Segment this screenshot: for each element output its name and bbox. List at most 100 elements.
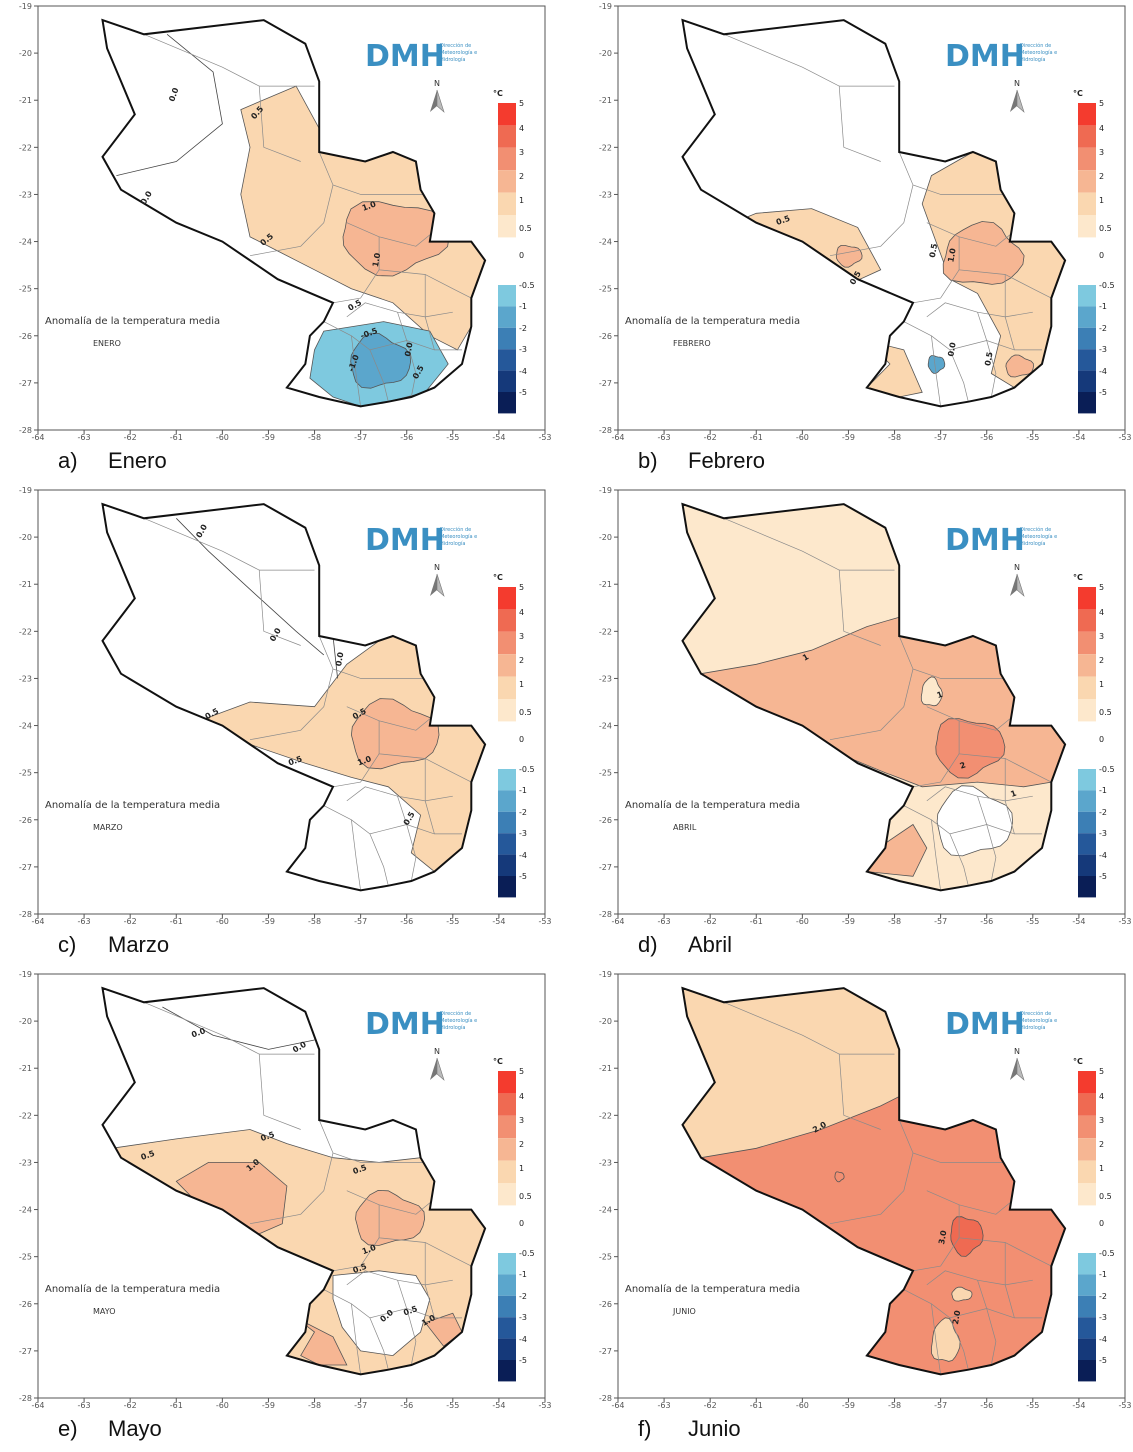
- y-tick-label: -24: [599, 1206, 612, 1215]
- legend-swatch: [498, 285, 516, 307]
- svg-text:N: N: [1014, 563, 1020, 572]
- department-boundary: [986, 824, 997, 882]
- x-tick-label: -63: [78, 433, 91, 440]
- department-boundary: [318, 635, 426, 679]
- legend-label: 5: [519, 99, 524, 108]
- svg-text:N: N: [434, 79, 440, 88]
- legend-label: -4: [519, 851, 527, 860]
- color-legend: °C 5 4 3 2 1 0.5 0 -0.5 -1 -2 -3 -4 -5: [493, 1057, 535, 1382]
- legend-swatch: [498, 811, 516, 834]
- color-legend: °C 5 4 3 2 1 0.5 0 -0.5 -1 -2 -3 -4 -5: [493, 89, 535, 414]
- caption-month: Febrero: [688, 448, 766, 473]
- legend-label: -3: [519, 1313, 527, 1322]
- logo-subtitle: Meteorología e: [440, 533, 477, 540]
- x-tick-label: -55: [1026, 1401, 1039, 1408]
- map-month: ABRIL: [673, 823, 697, 832]
- contour-label: 1: [1009, 789, 1018, 800]
- legend-swatch: [498, 1274, 516, 1296]
- anomaly-map: -64 -63 -62 -61 -60 -59 -58 -57 -56 -55 -54 -53-19-…: [599, 970, 1132, 1408]
- legend-label: -4: [1099, 1335, 1107, 1344]
- department-boundary: [369, 1317, 389, 1370]
- legend-label: 2: [519, 172, 524, 181]
- department-boundary: [346, 1190, 440, 1215]
- legend-label: 4: [1099, 1092, 1104, 1101]
- map-panel-abril: -64 -63 -62 -61 -60 -59 -58 -57 -56 -55 -54 -53 -19-…: [580, 484, 1133, 924]
- x-tick-label: -63: [78, 917, 91, 924]
- logo-text: DMH: [365, 1007, 445, 1042]
- y-tick-label: -23: [19, 1158, 32, 1167]
- map-panel-marzo: -64 -63 -62 -61 -60 -59 -58 -57 -56 -55 -54 -53 -19-…: [0, 484, 553, 924]
- y-tick-label: -27: [19, 863, 32, 872]
- x-tick-label: -58: [888, 917, 901, 924]
- anomaly-region: [198, 635, 486, 873]
- x-tick-label: -59: [262, 1401, 275, 1408]
- panel-caption: f) Junio: [638, 1416, 741, 1442]
- legend-swatch: [498, 1071, 516, 1094]
- legend-label: -4: [1099, 851, 1107, 860]
- contour-label: 2: [959, 760, 967, 770]
- legend-unit: °C: [493, 573, 503, 582]
- legend-swatch: [1078, 349, 1096, 371]
- x-tick-label: -62: [704, 917, 717, 924]
- color-legend: °C 5 4 3 2 1 0.5 0 -0.5 -1 -2 -3 -4 -5: [1073, 89, 1115, 414]
- x-tick-label: -53: [538, 433, 551, 440]
- department-boundary: [346, 706, 440, 731]
- department-boundary: [898, 635, 1006, 679]
- y-tick-label: -26: [19, 816, 32, 825]
- y-tick-label: -28: [599, 910, 612, 919]
- logo-subtitle: Dirección de: [440, 1010, 471, 1017]
- department-boundary: [829, 184, 914, 257]
- x-tick-label: -64: [31, 1401, 44, 1408]
- legend-label: -4: [519, 1335, 527, 1344]
- legend-swatch: [498, 370, 516, 392]
- department-boundary: [397, 312, 408, 341]
- y-tick-label: -22: [599, 627, 612, 636]
- legend-swatch: [1078, 1317, 1096, 1339]
- department-boundary: [949, 833, 969, 886]
- panel-caption: b) Febrero: [638, 448, 765, 474]
- legend-label: -0.5: [519, 765, 535, 774]
- x-tick-label: -62: [704, 1401, 717, 1408]
- legend-swatch: [498, 1253, 516, 1275]
- legend-label: 4: [1099, 608, 1104, 617]
- logo-subtitle: Dirección de: [440, 526, 471, 533]
- y-tick-label: -28: [19, 1394, 32, 1403]
- legend-label: -5: [1099, 1356, 1107, 1365]
- department-boundary: [912, 269, 960, 304]
- department-boundary: [977, 796, 988, 825]
- caption-letter: a): [58, 448, 78, 473]
- x-tick-label: -60: [796, 433, 809, 440]
- svg-text:N: N: [434, 1047, 440, 1056]
- legend-swatch: [1078, 1253, 1096, 1275]
- caption-month: Marzo: [108, 932, 170, 957]
- legend-label: -1: [519, 1270, 527, 1279]
- anomaly-field: [682, 504, 1066, 891]
- legend-swatch: [498, 306, 516, 328]
- y-tick-label: -26: [599, 1300, 612, 1309]
- svg-text:N: N: [434, 563, 440, 572]
- legend-label: 0: [1099, 1219, 1104, 1228]
- legend-swatch: [498, 1160, 516, 1183]
- anomaly-region: [834, 1171, 845, 1183]
- map-title: Anomalía de la temperatura media: [625, 315, 800, 327]
- anomaly-region: [920, 676, 943, 707]
- legend-swatch: [498, 103, 516, 126]
- caption-letter: b): [638, 448, 658, 473]
- legend-swatch: [498, 769, 516, 791]
- logo-subtitle: Hidrología: [1020, 1024, 1045, 1031]
- caption-letter: f): [638, 1416, 652, 1441]
- x-tick-label: -53: [1118, 433, 1131, 440]
- y-tick-label: -28: [19, 910, 32, 919]
- legend-swatch: [1078, 125, 1096, 148]
- country-outline: [101, 502, 487, 892]
- legend-label: 0.5: [519, 708, 532, 717]
- anomaly-field: [682, 988, 1066, 1375]
- anomaly-field: [102, 504, 486, 891]
- contour-label: 1: [936, 690, 945, 701]
- department-boundary: [397, 1280, 408, 1309]
- y-tick-label: -23: [19, 674, 32, 683]
- y-tick-label: -21: [599, 1064, 612, 1073]
- y-tick-label: -26: [19, 1300, 32, 1309]
